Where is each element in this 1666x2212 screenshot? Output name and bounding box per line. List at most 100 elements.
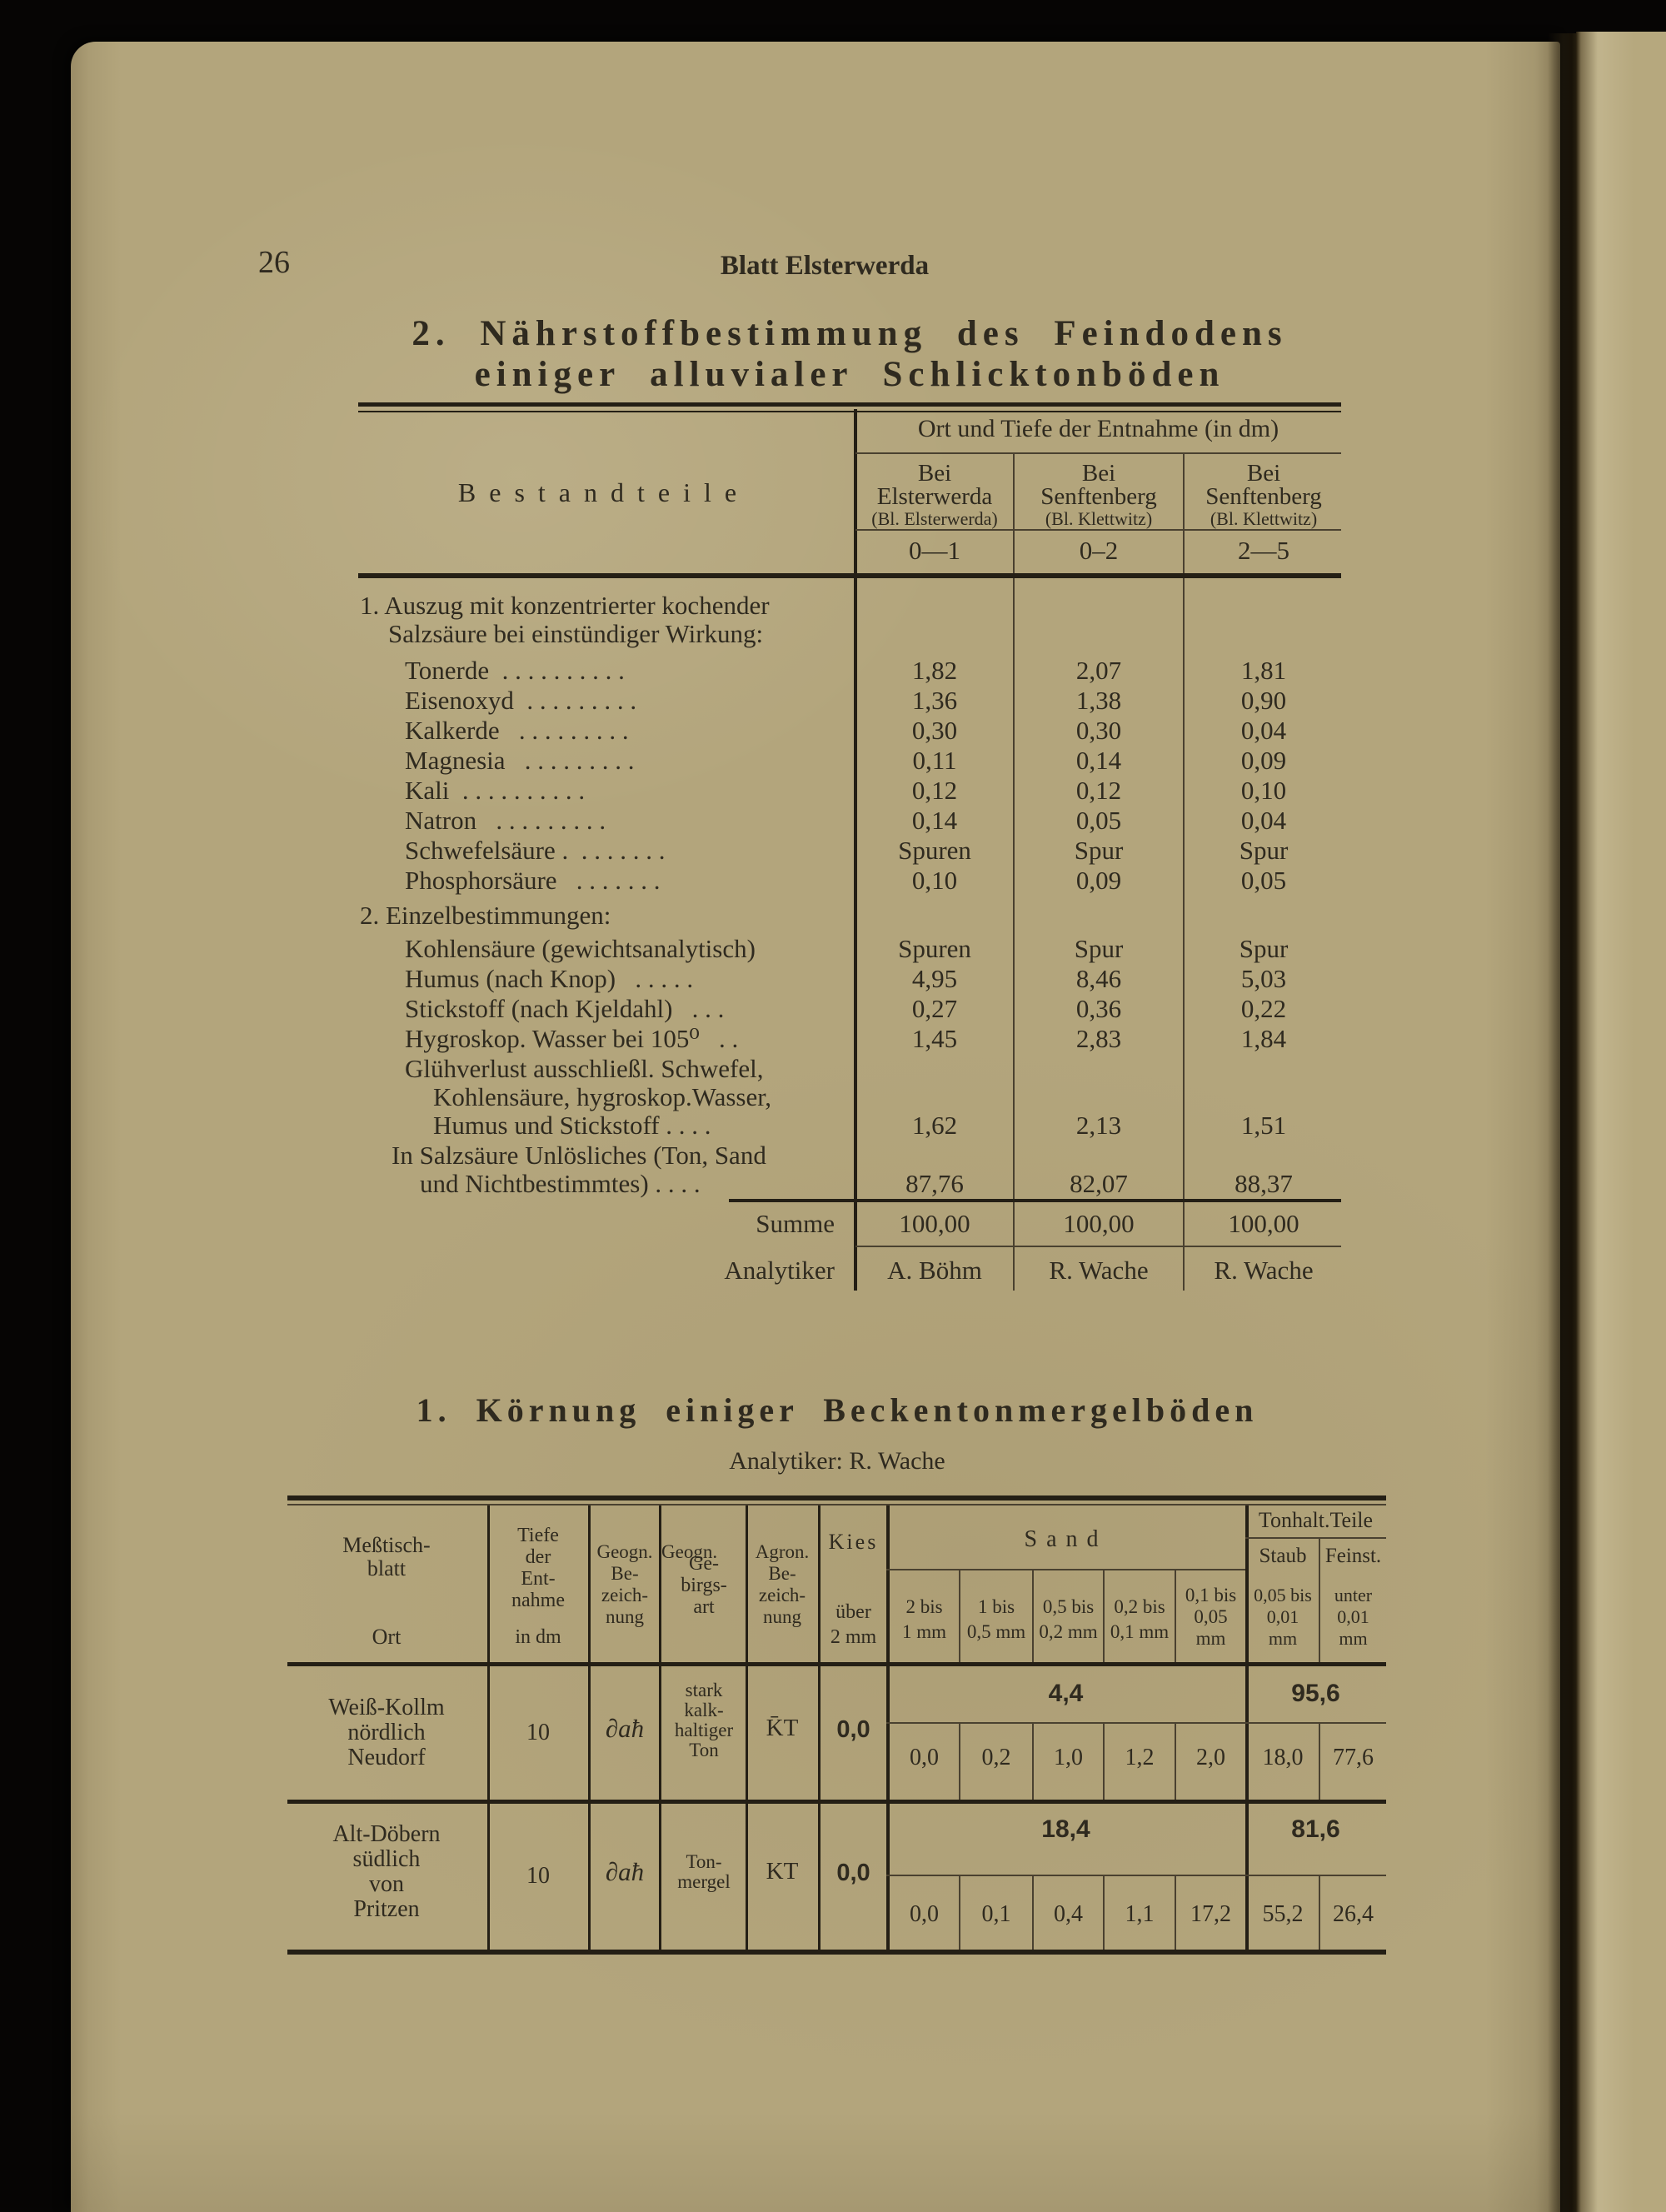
row-kalkerde-label: Kalkerde . . . . . . . . . [405,717,629,745]
r1-staub: 18,0 [1262,1745,1304,1770]
grain-table: Meßtisch- blatt Ort Tiefe der Ent- nahme… [287,1495,1386,1962]
r2-agron: KT [766,1858,799,1885]
h-col4-line3: art [693,1596,715,1618]
t2-div-kies-sand [886,1504,890,1950]
r2-geb-line1: Ton- [686,1851,722,1872]
row-eisenoxyd-label: Eisenoxyd . . . . . . . . . [405,687,636,715]
row-gluehverlust-line2: Kohlensäure, hygroskop.Wasser, [433,1082,772,1111]
r2-tiefe: 10 [526,1863,550,1889]
row-gluehverlust-v2: 2,13 [1075,1111,1122,1140]
row-unloesliches-v3: 88,37 [1235,1169,1293,1198]
h-staub-line3: mm [1268,1628,1298,1649]
label-text: Kali [405,776,450,805]
row-tonerde-v1: 1,82 [911,656,958,685]
row-humus-v3: 5,03 [1240,964,1287,993]
t2-sand-sub-div3-r2 [1103,1876,1105,1950]
label-text: Natron [405,806,477,835]
h-col5-line2: Be- [768,1563,796,1584]
h-staub-title: Staub [1259,1545,1307,1567]
t2-sand-sub-div3-h [1103,1570,1105,1662]
row-kalkerde-v2: 0,30 [1075,716,1122,745]
row-kohlensaeure-v1: Spuren [898,934,971,963]
col3-place-line2: Senftenberg [1205,483,1322,510]
section1-heading-line1: 1. Auszug mit konzentrierter kochender [360,591,770,620]
row-unloesliches-v2: 82,07 [1070,1169,1128,1198]
t2-div-sand-ton [1245,1504,1249,1950]
row-tonerde-v3: 1,81 [1240,656,1287,685]
book-page: 26 Blatt Elsterwerda 2. Nährstoffbestimm… [71,42,1560,2212]
row-kali-v1: 0,12 [911,776,958,805]
row-schwefelsaeure-v3: Spur [1239,836,1289,865]
h-sand2-line2: 0,5 mm [966,1621,1026,1642]
r1-ort-line1: Weiß-Kollm [328,1695,445,1720]
r2-staub: 55,2 [1262,1901,1304,1927]
h-sand3-line1: 0,5 bis [1042,1596,1095,1617]
analytiker-v2: R. Wache [1049,1256,1149,1285]
h-col5-line3: zeich- [758,1585,806,1605]
r1-sand-v2: 0,2 [981,1745,1011,1770]
row-tonerde-v2: 2,07 [1075,656,1122,685]
dot-leader: . . . . . . . . . . [461,776,586,805]
row-schwefelsaeure-v2: Spur [1074,836,1124,865]
r2-kies: 0,0 [836,1860,870,1886]
adjacent-page-edge [1576,32,1666,2212]
row-natron-v2: 0,05 [1075,806,1122,835]
h-col5-line4: nung [763,1606,801,1627]
r1-geb-line3: haltiger [674,1720,734,1740]
table1-left-header: Bestandteile [457,477,751,507]
dot-leader: . . . [691,994,725,1023]
grain-table-title: 1. Körnung einiger Beckentonmergelböden [416,1391,1259,1429]
row-eisenoxyd-v1: 1,36 [911,686,958,715]
h-col2-line2: der [525,1546,551,1568]
t2-ton-underline [1245,1537,1386,1539]
r1-ort-line2: nördlich [347,1720,426,1745]
row-magnesia-v2: 0,14 [1075,746,1122,775]
t2-row-separator [287,1800,1386,1804]
row-natron-v3: 0,04 [1240,806,1287,835]
row-hygroskop-v2: 2,83 [1075,1024,1122,1053]
dot-leader: . . . . . . . . . [496,806,606,835]
t2-ton-sub-div-r1 [1319,1724,1320,1800]
row-stickstoff-label: Stickstoff (nach Kjeldahl) . . . [405,994,725,1023]
table1-groupheader-underline [855,452,1341,454]
h-sand1-line1: 2 bis [905,1596,943,1617]
label-text: Magnesia [405,746,506,775]
h-col3-line3: zeich- [601,1585,649,1605]
h-sand-group: Sand [1024,1526,1108,1552]
col3-place-line1: Bei [1246,460,1281,487]
t2-sand-sub-div2-h [1032,1570,1034,1662]
row-phosphorsaeure-v2: 0,09 [1075,866,1122,895]
row-magnesia-v3: 0,09 [1240,746,1287,775]
t2-bottom-rule [287,1950,1386,1955]
t2-row1-split [886,1722,1386,1724]
h-col2-line1: Tiefe [517,1525,559,1546]
nutrient-table-title-line1: 2. Nährstoffbestimmung des Feindodens [412,314,1288,353]
h-sand4-line2: 0,1 mm [1110,1621,1170,1642]
row-kalkerde-v1: 0,30 [911,716,958,745]
label-text: Schwefelsäure . [405,836,569,865]
row-tonerde-label: Tonerde . . . . . . . . . . [405,657,625,685]
row-schwefelsaeure-label: Schwefelsäure . . . . . . . . [405,836,666,865]
row-kali-v2: 0,12 [1075,776,1122,805]
r1-sand-v1: 0,0 [910,1745,939,1770]
row-unloesliches-v1: 87,76 [905,1169,964,1198]
row-stickstoff-v3: 0,22 [1240,994,1287,1023]
r1-kies: 0,0 [836,1716,870,1743]
r2-feinst: 26,4 [1333,1901,1374,1927]
r1-ton-total: 95,6 [1291,1680,1340,1707]
row-gluehverlust-line3: Humus und Stickstoff . . . . [433,1111,711,1140]
table1-col-divider-2 [1183,454,1185,1291]
h-col1-line1: Meßtisch- [342,1533,431,1557]
table1-summe-bottom-rule [855,1246,1341,1247]
t2-div-col1 [487,1504,490,1950]
r1-geogn-symbol: ∂aħ [605,1714,645,1743]
table1-summe-top-rule [729,1199,1341,1202]
t2-sand-sub-div4-h [1175,1570,1176,1662]
row-kohlensaeure-v2: Spur [1074,934,1124,963]
row-humus-label: Humus (nach Knop) . . . . . [405,965,693,993]
running-header: Blatt Elsterwerda [720,251,930,281]
row-unloesliches-line2: und Nichtbestimmtes) . . . . [420,1169,701,1198]
t2-div-col3 [659,1504,661,1950]
col1-sheet: (Bl. Elsterwerda) [871,508,998,529]
t2-sand-sub-div4-r2 [1175,1876,1176,1950]
